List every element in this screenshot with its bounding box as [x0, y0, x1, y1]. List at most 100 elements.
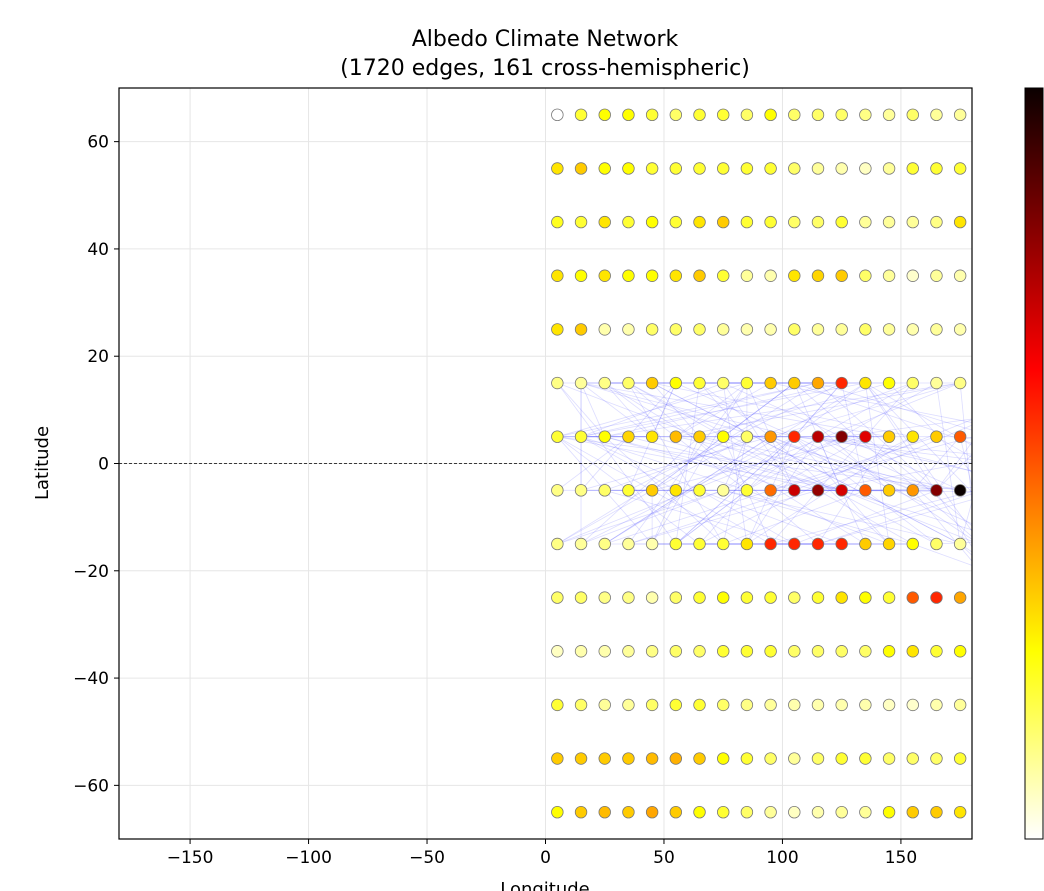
network-edge [936, 382, 961, 545]
network-edge [794, 419, 973, 491]
network-edge [865, 382, 973, 532]
network-node [953, 376, 967, 390]
network-node [551, 323, 564, 336]
network-node [788, 376, 801, 390]
network-node [622, 698, 635, 712]
network-node [764, 537, 777, 551]
network-node [551, 537, 564, 551]
network-node [717, 591, 730, 604]
network-node [882, 215, 896, 229]
network-node [930, 108, 943, 122]
network-node [669, 645, 683, 658]
network-node [930, 323, 943, 336]
x-axis-ticks: −150 −100 −50 0 50 100 150 [167, 839, 917, 868]
network-node [693, 484, 706, 497]
network-edge [936, 454, 973, 491]
network-edge [580, 382, 890, 438]
network-node [622, 323, 635, 336]
network-node [811, 484, 825, 497]
network-node [953, 537, 967, 551]
network-node [953, 430, 967, 443]
network-node [717, 162, 730, 175]
network-node [740, 162, 754, 175]
network-edge [723, 489, 866, 545]
network-node [574, 215, 588, 229]
x-tick-label: 100 [766, 848, 798, 868]
network-node [645, 752, 659, 765]
network-node [906, 376, 919, 390]
x-tick-label: 50 [653, 848, 675, 868]
network-node [717, 484, 730, 497]
network-node [598, 108, 611, 122]
network-node [740, 215, 754, 229]
network-node [882, 484, 896, 497]
network-node [669, 108, 683, 122]
network-node [574, 698, 588, 712]
network-node [740, 752, 754, 765]
network-node [882, 323, 896, 336]
network-node [693, 645, 706, 658]
chart-title: Albedo Climate Network [412, 27, 679, 52]
network-node [551, 215, 564, 229]
network-edge [817, 382, 913, 438]
network-node [882, 162, 896, 175]
network-node [882, 269, 896, 282]
network-node [598, 484, 611, 497]
network-edge [817, 382, 973, 431]
network-node [953, 591, 967, 604]
network-node [551, 752, 564, 765]
network-node [882, 752, 896, 765]
network-node [669, 537, 683, 551]
network-node [811, 805, 825, 819]
network-edge [651, 382, 700, 437]
network-node [835, 430, 848, 443]
network-node [835, 269, 848, 282]
network-node [882, 108, 896, 122]
network-node [764, 269, 777, 282]
network-node [906, 805, 919, 819]
network-node [953, 484, 967, 497]
network-node [740, 537, 754, 551]
network-node [717, 752, 730, 765]
network-node [930, 215, 943, 229]
network-node [764, 162, 777, 175]
network-node [953, 323, 967, 336]
network-edge [628, 382, 842, 491]
network-edge [699, 489, 795, 545]
network-edge [841, 489, 973, 542]
network-node [930, 752, 943, 765]
network-node [859, 215, 872, 229]
network-node [693, 752, 706, 765]
network-edge [817, 499, 973, 545]
network-node [693, 537, 706, 551]
network-node [788, 323, 801, 336]
network-edge [652, 436, 866, 491]
network-edge [770, 491, 973, 545]
y-tick-label: 40 [87, 240, 109, 260]
network-node [717, 698, 730, 712]
network-node [622, 591, 635, 604]
network-node [953, 645, 967, 658]
x-tick-label: 150 [885, 848, 917, 868]
network-edge [580, 382, 724, 438]
network-node [811, 323, 825, 336]
network-edge [675, 436, 795, 545]
network-edge [699, 490, 748, 545]
y-tick-label: −20 [73, 562, 109, 582]
network-edges [557, 382, 973, 566]
network-node [551, 484, 564, 497]
network-node [764, 484, 777, 497]
network-node [574, 376, 588, 390]
network-node [574, 805, 588, 819]
network-node [645, 162, 659, 175]
network-node [693, 269, 706, 282]
network-node [669, 430, 683, 443]
network-node [953, 269, 967, 282]
network-node [930, 269, 943, 282]
network-node [906, 645, 919, 658]
network-node [811, 376, 825, 390]
network-node [811, 108, 825, 122]
network-edge [888, 382, 973, 474]
network-node [717, 108, 730, 122]
